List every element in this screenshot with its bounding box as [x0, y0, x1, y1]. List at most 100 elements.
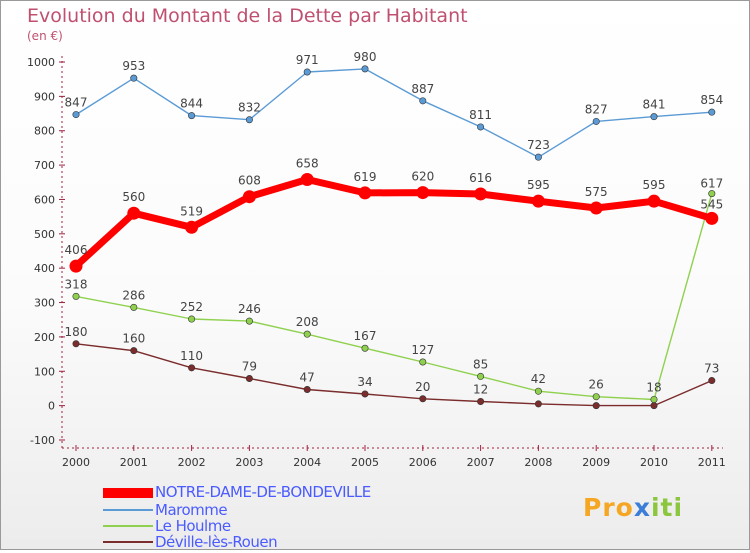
- data-point-notre-dame-de-bondeville: [705, 211, 719, 225]
- data-label-deville-les-rouen: 12: [473, 383, 488, 397]
- logo-part-pro: Pro: [583, 493, 634, 522]
- legend-swatch-le-houlme: [103, 525, 153, 527]
- data-label-le-houlme: 617: [700, 177, 723, 191]
- data-point-maromme: [477, 123, 485, 131]
- data-label-notre-dame-de-bondeville: 595: [527, 178, 550, 192]
- data-label-notre-dame-de-bondeville: 595: [643, 178, 666, 192]
- data-point-le-houlme: [592, 393, 600, 401]
- data-label-maromme: 827: [585, 102, 608, 116]
- data-label-deville-les-rouen: 47: [300, 370, 315, 384]
- data-label-maromme: 887: [411, 82, 434, 96]
- series-line-maromme: [75, 68, 713, 158]
- data-point-notre-dame-de-bondeville: [242, 190, 256, 204]
- legend-swatch-maromme: [103, 509, 153, 511]
- data-point-deville-les-rouen: [188, 364, 196, 372]
- data-point-deville-les-rouen: [650, 402, 658, 410]
- data-label-le-houlme: 286: [122, 288, 145, 302]
- data-label-deville-les-rouen: 79: [242, 359, 257, 373]
- y-tick-label: -100: [30, 434, 55, 447]
- data-label-le-houlme: 167: [354, 329, 377, 343]
- data-label-le-houlme: 85: [473, 357, 488, 371]
- data-label-le-houlme: 26: [589, 378, 604, 392]
- y-tick-label: 400: [34, 262, 55, 275]
- x-tick-label: 2007: [467, 456, 495, 469]
- data-point-deville-les-rouen: [245, 374, 253, 382]
- data-point-maromme: [303, 68, 311, 76]
- data-label-maromme: 723: [527, 138, 550, 152]
- data-label-le-houlme: 208: [296, 315, 319, 329]
- data-point-maromme: [534, 153, 542, 161]
- data-label-deville-les-rouen: 180: [65, 325, 88, 339]
- data-label-maromme: 854: [700, 93, 723, 107]
- data-label-le-houlme: 318: [65, 277, 88, 291]
- y-tick-label: 800: [34, 125, 55, 138]
- data-point-deville-les-rouen: [534, 400, 542, 408]
- data-label-maromme: 841: [643, 98, 666, 112]
- data-label-maromme: 953: [122, 59, 145, 73]
- data-point-notre-dame-de-bondeville: [416, 186, 430, 200]
- data-point-maromme: [592, 117, 600, 125]
- chart-title: Evolution du Montant de la Dette par Hab…: [27, 5, 468, 27]
- y-tick-label: 500: [34, 228, 55, 241]
- series-line-le-houlme: [75, 192, 713, 401]
- data-label-le-houlme: 127: [411, 343, 434, 357]
- data-label-deville-les-rouen: 20: [415, 380, 430, 394]
- data-label-notre-dame-de-bondeville: 658: [296, 157, 319, 171]
- data-point-maromme: [130, 74, 138, 82]
- y-tick-label: 300: [34, 297, 55, 310]
- data-point-notre-dame-de-bondeville: [127, 206, 141, 220]
- data-point-le-houlme: [361, 344, 369, 352]
- data-label-maromme: 811: [469, 108, 492, 122]
- data-point-le-houlme: [188, 315, 196, 323]
- x-tick-label: 2005: [351, 456, 379, 469]
- data-point-maromme: [72, 111, 80, 119]
- y-tick-label: 900: [34, 90, 55, 103]
- legend-label-le-houlme: Le Houlme: [155, 517, 231, 535]
- x-tick-label: 2011: [698, 456, 726, 469]
- data-point-notre-dame-de-bondeville: [185, 220, 199, 234]
- data-point-deville-les-rouen: [303, 385, 311, 393]
- data-label-deville-les-rouen: 160: [122, 332, 145, 346]
- data-point-notre-dame-de-bondeville: [69, 259, 83, 273]
- data-point-notre-dame-de-bondeville: [647, 194, 661, 208]
- x-tick-label: 2001: [120, 456, 148, 469]
- data-point-le-houlme: [72, 292, 80, 300]
- logo-part-x: x: [633, 493, 651, 522]
- y-tick-label: 100: [34, 365, 55, 378]
- legend-swatch-deville: [103, 541, 153, 543]
- data-label-notre-dame-de-bondeville: 519: [180, 204, 203, 218]
- data-point-le-houlme: [534, 387, 542, 395]
- data-point-notre-dame-de-bondeville: [531, 194, 545, 208]
- data-label-le-houlme: 252: [180, 300, 203, 314]
- x-tick-label: 2000: [62, 456, 90, 469]
- data-point-le-houlme: [130, 303, 138, 311]
- x-tick-label: 2003: [235, 456, 263, 469]
- data-point-deville-les-rouen: [477, 398, 485, 406]
- data-label-notre-dame-de-bondeville: 619: [354, 170, 377, 184]
- data-label-notre-dame-de-bondeville: 608: [238, 174, 261, 188]
- data-point-maromme: [361, 65, 369, 73]
- data-point-le-houlme: [303, 330, 311, 338]
- legend-label-deville: Déville-lès-Rouen: [155, 533, 278, 551]
- data-label-notre-dame-de-bondeville: 620: [411, 170, 434, 184]
- data-point-maromme: [650, 113, 658, 121]
- data-point-deville-les-rouen: [419, 395, 427, 403]
- data-label-notre-dame-de-bondeville: 560: [122, 190, 145, 204]
- chart-subtitle: (en €): [27, 29, 63, 43]
- data-label-notre-dame-de-bondeville: 575: [585, 185, 608, 199]
- data-label-deville-les-rouen: 73: [704, 362, 719, 376]
- data-point-deville-les-rouen: [592, 402, 600, 410]
- data-point-le-houlme: [245, 317, 253, 325]
- legend-swatch-notre-dame: [103, 488, 153, 498]
- data-point-maromme: [245, 116, 253, 124]
- data-label-notre-dame-de-bondeville: 616: [469, 171, 492, 185]
- data-label-maromme: 844: [180, 97, 203, 111]
- x-tick-label: 2006: [409, 456, 437, 469]
- data-label-le-houlme: 246: [238, 302, 261, 316]
- data-point-le-houlme: [650, 395, 658, 403]
- y-tick-label: 1000: [27, 56, 55, 69]
- x-tick-label: 2008: [524, 456, 552, 469]
- data-label-deville-les-rouen: 110: [180, 349, 203, 363]
